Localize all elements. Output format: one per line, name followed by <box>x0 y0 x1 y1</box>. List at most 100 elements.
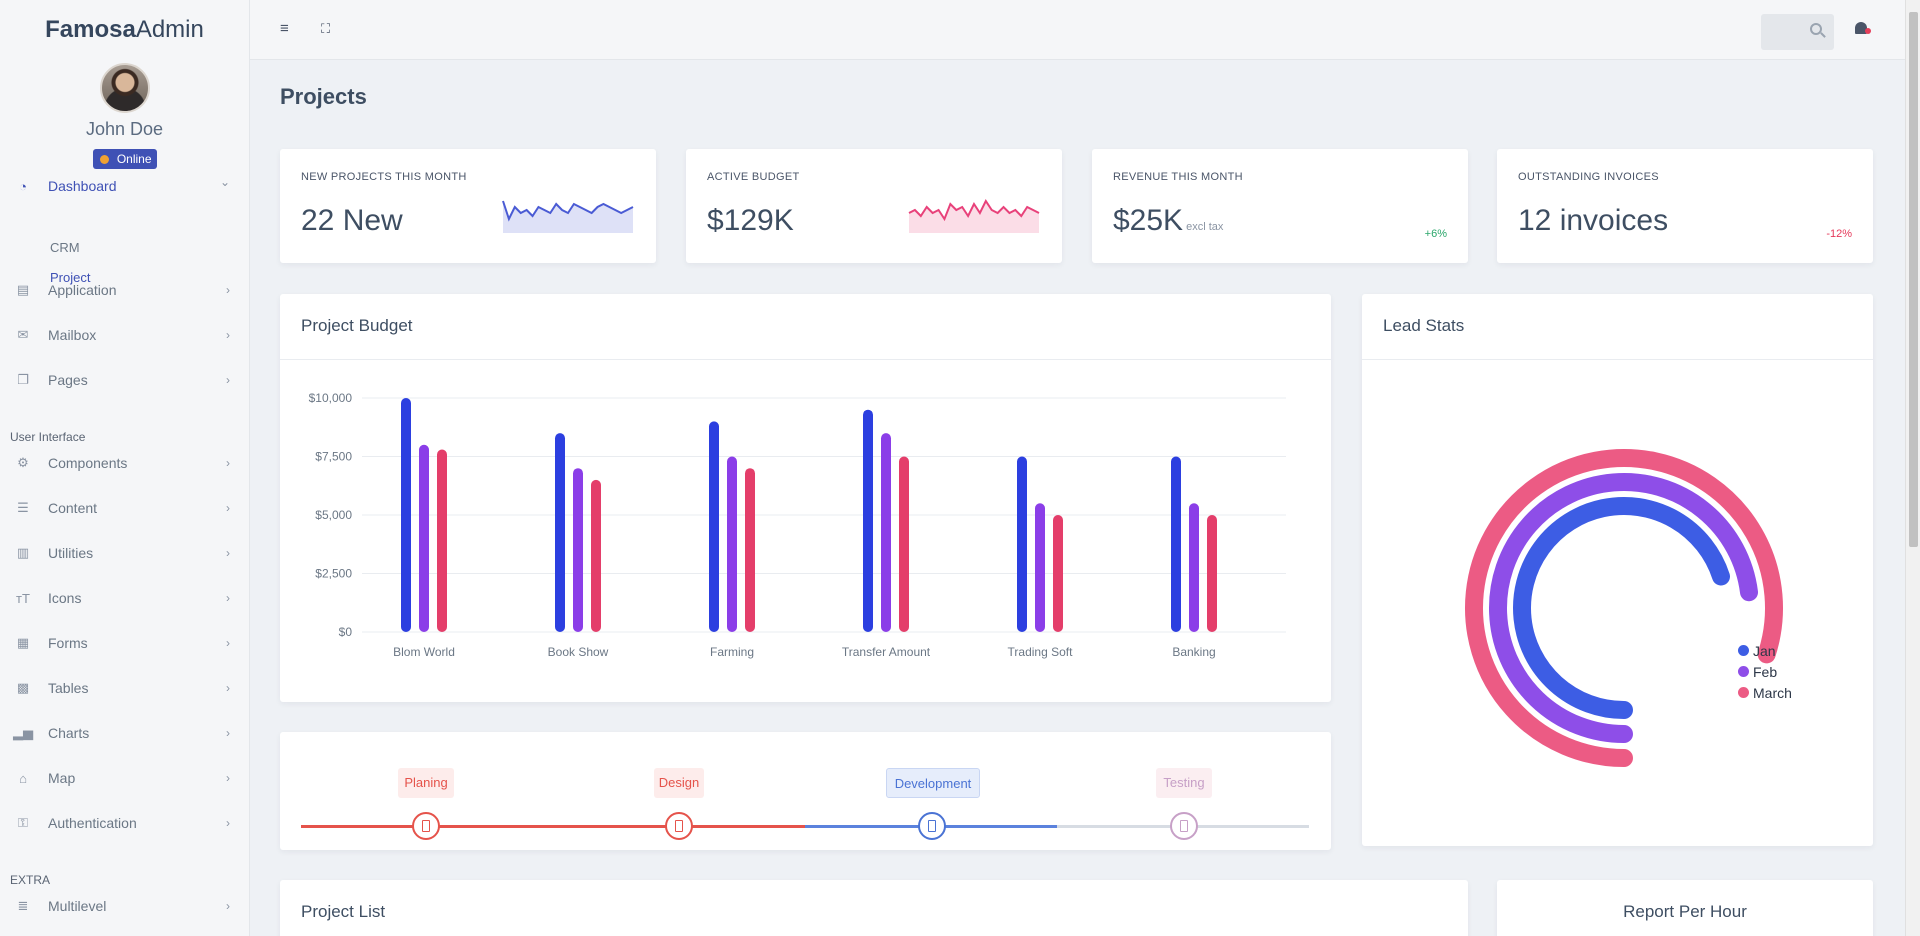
stat-label: OUTSTANDING INVOICES <box>1518 171 1659 183</box>
sidebar-item-label: Multilevel <box>48 898 107 914</box>
stage-marker-testing[interactable] <box>1170 812 1198 840</box>
scrollbar-thumb[interactable] <box>1909 12 1918 547</box>
search-input[interactable] <box>1761 14 1834 50</box>
chevron-right-icon: › <box>226 899 230 913</box>
page-scrollbar[interactable] <box>1905 0 1920 936</box>
bar <box>401 398 411 632</box>
chevron-right-icon: › <box>226 591 230 605</box>
stage-label-testing: Testing <box>1156 768 1212 798</box>
stage-label-design: Design <box>654 768 704 798</box>
x-tick-label: Transfer Amount <box>842 645 931 659</box>
notification-bell-icon[interactable] <box>1854 22 1871 37</box>
legend-label: Jan <box>1753 642 1776 659</box>
chart-legend: Jan Feb March <box>1738 640 1792 703</box>
sidebar-item-label: Pages <box>48 372 88 388</box>
legend-item-jan[interactable]: Jan <box>1738 640 1792 661</box>
stat-value: 22 New <box>301 204 403 237</box>
lead-stats-card: Lead Stats Jan Feb March <box>1362 294 1873 846</box>
sidebar: FamosaAdmin John Doe Online ◔ Dashboard ⌄ ▤… <box>0 0 250 936</box>
bar <box>881 433 891 632</box>
sidebar-subitem-project[interactable]: Project <box>50 270 91 285</box>
sidebar-subitem-crm[interactable]: CRM <box>50 240 80 255</box>
authentication-icon: ⚿ <box>18 815 28 830</box>
legend-marker <box>1738 687 1749 698</box>
sidebar-item-label: Mailbox <box>48 327 97 343</box>
bar <box>1035 503 1045 632</box>
stage-label-planing: Planing <box>398 768 454 798</box>
phone-icon <box>928 820 936 832</box>
map-icon: ⌂ <box>19 770 27 786</box>
stage-label-development: Development <box>886 768 980 798</box>
legend-marker <box>1738 645 1749 656</box>
legend-item-feb[interactable]: Feb <box>1738 661 1792 682</box>
sidebar-item-label: Application <box>48 282 117 298</box>
sidebar-item-tables[interactable]: ▩ Tables › <box>0 673 249 703</box>
sidebar-item-forms[interactable]: ▦ Forms › <box>0 628 249 658</box>
sparkline <box>502 200 634 233</box>
sparkline-area <box>909 201 1039 233</box>
radial-bar-feb <box>1489 473 1759 743</box>
pages-icon: ❐ <box>17 372 29 387</box>
chevron-right-icon: › <box>226 726 230 740</box>
y-tick-label: $7,500 <box>315 450 352 464</box>
sidebar-item-label: Components <box>48 455 128 471</box>
sidebar-item-application[interactable]: ▤ Application › <box>0 275 249 305</box>
stat-card-invoices: OUTSTANDING INVOICES 12 invoices -12% <box>1497 149 1873 263</box>
project-list-card: Project List <box>280 880 1468 936</box>
card-title: Project Budget <box>301 316 413 335</box>
sidebar-item-pages[interactable]: ❐ Pages › <box>0 365 249 395</box>
topbar: ≡ ⛶ <box>250 0 1905 60</box>
bar <box>1053 515 1063 632</box>
legend-label: Feb <box>1753 663 1778 680</box>
project-budget-card: Project Budget $0 $2,500 $5,000 $7,500 $10,0… <box>280 294 1331 702</box>
stat-card-active-budget: ACTIVE BUDGET $129K <box>686 149 1062 263</box>
fullscreen-icon[interactable]: ⛶ <box>321 21 331 36</box>
bar <box>1189 503 1199 632</box>
sidebar-item-dashboard[interactable]: ◔ Dashboard ⌄ <box>0 171 249 201</box>
chevron-right-icon: › <box>226 456 230 470</box>
y-tick-label: $0 <box>339 625 353 639</box>
bar <box>727 456 737 632</box>
menu-toggle-icon[interactable]: ≡ <box>280 20 289 37</box>
sidebar-item-utilities[interactable]: ▥ Utilities › <box>0 538 249 568</box>
sidebar-item-map[interactable]: ⌂ Map › <box>0 763 249 793</box>
bar <box>573 468 583 632</box>
bar <box>863 409 873 632</box>
stat-value: $129K <box>707 204 794 237</box>
page-title: Projects <box>280 84 367 109</box>
stage-marker-development[interactable] <box>918 812 946 840</box>
radial-bar-jan <box>1513 497 1731 719</box>
stat-delta: -12% <box>1826 228 1852 240</box>
x-tick-label: Trading Soft <box>1008 645 1074 659</box>
phone-icon <box>1180 820 1188 832</box>
avatar[interactable] <box>99 63 150 113</box>
search-icon[interactable] <box>1810 23 1822 35</box>
sidebar-item-authentication[interactable]: ⚿ Authentication › <box>0 808 249 838</box>
radial-bar-march <box>1465 449 1783 767</box>
bar <box>1171 456 1181 632</box>
sidebar-item-charts[interactable]: ▂▅ Charts › <box>0 718 249 748</box>
report-per-hour-card: Report Per Hour <box>1497 880 1873 936</box>
chevron-right-icon: › <box>226 546 230 560</box>
brand-logo[interactable]: FamosaAdmin <box>45 16 204 43</box>
stage-marker-planing[interactable] <box>412 812 440 840</box>
sidebar-section-label: User Interface <box>10 430 86 444</box>
bar <box>555 433 565 632</box>
sparkline <box>908 198 1040 233</box>
notification-dot <box>1865 28 1871 34</box>
sidebar-item-mailbox[interactable]: ✉ Mailbox › <box>0 320 249 350</box>
sidebar-item-icons[interactable]: ᴛT Icons › <box>0 583 249 613</box>
sidebar-item-components[interactable]: ⚙ Components › <box>0 448 249 478</box>
sidebar-item-multilevel[interactable]: ≣ Multilevel › <box>0 891 249 921</box>
dashboard-icon: ◔ <box>19 178 27 194</box>
sidebar-item-content[interactable]: ☰ Content › <box>0 493 249 523</box>
charts-icon: ▂▅ <box>13 725 33 740</box>
chevron-right-icon: › <box>226 283 230 297</box>
chevron-right-icon: › <box>226 771 230 785</box>
stage-marker-design[interactable] <box>665 812 693 840</box>
chevron-right-icon: › <box>226 373 230 387</box>
legend-item-march[interactable]: March <box>1738 682 1792 703</box>
stat-card-revenue: REVENUE THIS MONTH $25K excl tax +6% <box>1092 149 1468 263</box>
stat-value: 12 invoices <box>1518 204 1669 237</box>
application-icon: ▤ <box>16 282 30 297</box>
